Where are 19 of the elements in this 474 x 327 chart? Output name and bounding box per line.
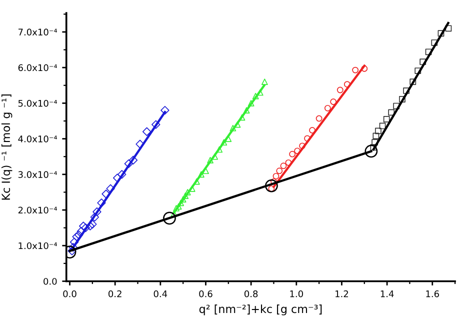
x-tick-label: 1.6 [426,290,439,298]
x-tick-label: 1.0 [290,290,303,298]
y-tick-label: 3.0x10⁻⁴ [18,171,58,178]
x-tick-label: 0.6 [199,290,212,298]
x-tick-label: 1.4 [380,290,394,298]
y-tick-label: 5.0x10⁻⁴ [18,100,58,107]
y-tick-label: 6.0x10⁻⁴ [18,64,58,72]
y-tick-label: 7.0x10⁻⁴ [18,28,58,36]
y-tick-label: 0.0 [44,278,57,285]
y-tick-label: 4.0x10⁻⁴ [18,136,58,142]
x-tick-label: 0.8 [244,290,258,298]
x-tick-label: 0.4 [154,290,168,298]
y-tick-label: 2.0x10⁻⁴ [18,206,58,214]
x-axis-title: q² [nm⁻²]+kc [g cm⁻³] [199,304,322,316]
x-tick-label: 1.2 [336,290,348,298]
y-axis-title: Kc I(q) ⁻¹ [mol g ⁻¹] [1,94,12,200]
x-tick-label: 0.2 [108,290,122,298]
y-tick-label: 1.0x10⁻⁴ [18,242,58,250]
x-tick-label: 0.0 [63,290,76,298]
